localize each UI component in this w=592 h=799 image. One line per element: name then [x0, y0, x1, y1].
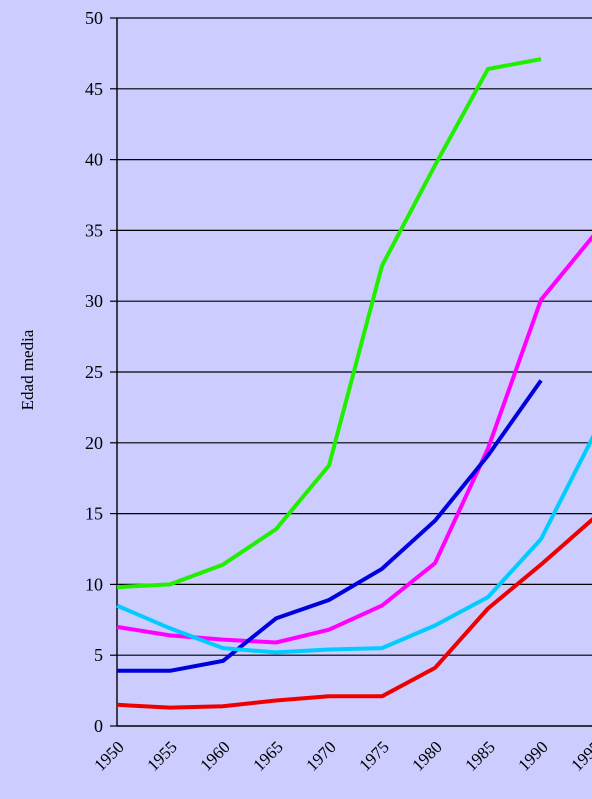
y-tick-label: 35	[85, 220, 103, 240]
x-tick-label: 1950	[90, 737, 127, 774]
series-line-0	[116, 57, 542, 590]
series-lines	[116, 57, 592, 710]
y-tick-label: 25	[85, 362, 103, 382]
series-line-4	[116, 517, 592, 710]
x-tick-label: 1970	[302, 737, 339, 774]
y-tick-label: 50	[85, 8, 103, 28]
x-tick-label: 1965	[249, 737, 286, 774]
x-tick-label: 1985	[461, 737, 498, 774]
y-tick-label: 15	[85, 504, 103, 524]
series-line-2	[117, 379, 543, 673]
y-tick-label: 10	[85, 574, 103, 594]
series-line-3	[116, 434, 592, 655]
x-tick-label: 1980	[408, 737, 445, 774]
y-tick-label: 5	[94, 645, 103, 665]
y-tick-label: 30	[85, 291, 103, 311]
y-tick-label: 40	[85, 150, 103, 170]
axes	[110, 17, 592, 727]
y-axis-label: Edad media	[18, 329, 37, 410]
y-tick-label: 0	[94, 716, 103, 736]
x-tick-label: 1995	[567, 737, 592, 774]
tick-labels: 0 5 10 15 20 25 30 35 40 45 50 1950 1955 1960 1965 1970…	[85, 8, 592, 775]
x-tick-label: 1990	[514, 737, 551, 774]
y-tick-label: 20	[85, 433, 103, 453]
x-tick-label: 1955	[143, 737, 180, 774]
y-tick-label: 45	[85, 79, 103, 99]
x-tick-label: 1960	[196, 737, 233, 774]
x-tick-label: 1975	[355, 737, 392, 774]
